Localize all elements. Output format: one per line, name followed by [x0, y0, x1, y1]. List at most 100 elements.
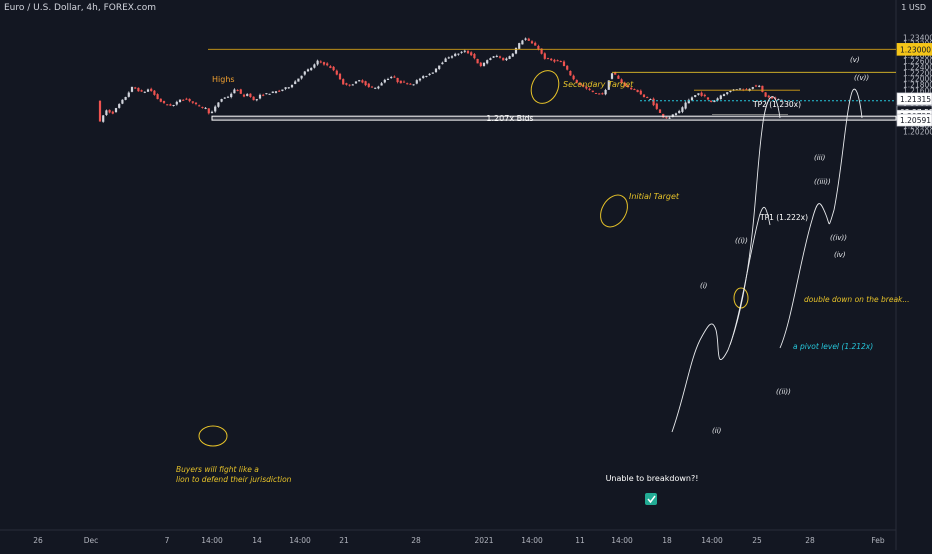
double-down-label: double down on the break... — [804, 295, 910, 304]
candle-body — [105, 110, 108, 116]
candle-body — [249, 93, 252, 97]
wave-label: (ii) — [712, 427, 722, 435]
candle-body — [98, 100, 102, 122]
x-tick-label: 14 — [252, 536, 262, 545]
projection-line-tp1 — [729, 206, 771, 346]
candle-body — [540, 48, 543, 54]
symbol-title: Euro / U.S. Dollar, 4h, FOREX.com — [4, 3, 157, 13]
candle-body — [514, 47, 518, 54]
candle-body — [758, 85, 761, 87]
candle-body — [210, 111, 214, 114]
candle-body — [274, 91, 278, 93]
x-tick-label: 26 — [33, 536, 43, 545]
candle-body — [719, 95, 722, 100]
candle-body — [428, 73, 431, 76]
x-tick-label: Feb — [871, 536, 885, 545]
candle-body — [665, 117, 668, 119]
x-tick-label: 21 — [339, 536, 349, 545]
y-tick-label: 1.22600 — [903, 57, 932, 66]
candle-body — [735, 89, 738, 91]
candle-body — [143, 91, 146, 93]
y-tick-label: 1.22200 — [903, 69, 932, 78]
candle-body — [316, 60, 319, 65]
candle-body — [358, 80, 361, 82]
candle-body — [521, 40, 524, 45]
candle-body — [412, 84, 415, 86]
candle-body — [150, 88, 153, 92]
candle-body — [220, 99, 223, 102]
check-mark-icon — [647, 495, 656, 504]
bids-zone — [211, 115, 897, 121]
candle-body — [470, 52, 473, 56]
candle-body — [559, 61, 562, 63]
candle-body — [690, 97, 694, 101]
candle-body — [204, 107, 207, 109]
candle-body — [406, 83, 409, 85]
candle-body — [700, 92, 703, 96]
secondary-target-ellipse — [530, 70, 560, 104]
candle-body — [614, 72, 617, 75]
candle-body — [258, 94, 262, 99]
currency-selector[interactable]: 1 USD — [901, 3, 926, 12]
candle-body — [527, 38, 530, 41]
projection-path — [671, 88, 863, 433]
candle-body — [198, 105, 201, 107]
candle-body — [457, 53, 460, 55]
candle-body — [354, 81, 358, 84]
candle-body — [466, 50, 470, 54]
candle-body — [761, 85, 764, 92]
candle-body — [351, 84, 354, 86]
candle-body — [102, 115, 105, 122]
candle-body — [191, 101, 194, 103]
candle-body — [703, 94, 706, 97]
candle-body — [172, 104, 175, 106]
initial-target-ellipse — [600, 194, 628, 228]
candle-body — [338, 73, 342, 80]
candle-body — [230, 93, 233, 98]
candle-body — [767, 95, 770, 98]
price-label-text: 1.21315 — [900, 95, 931, 104]
candle-body — [745, 89, 748, 91]
x-tick-label: 14:00 — [521, 536, 543, 545]
candle-body — [130, 86, 134, 92]
candle-body — [281, 89, 284, 91]
price-label-text: 1.23000 — [900, 45, 931, 54]
x-tick-label: 14:00 — [701, 536, 723, 545]
unable-breakdown-label: Unable to breakdown?! — [606, 474, 699, 483]
candle-body — [396, 77, 399, 83]
x-tick-label: 25 — [752, 536, 762, 545]
x-tick-label: Dec — [84, 536, 99, 545]
candle-body — [444, 58, 447, 63]
candle-body — [511, 53, 514, 57]
candle-body — [486, 60, 489, 64]
candle-body — [415, 80, 418, 84]
candle-body — [569, 70, 572, 76]
candle-body — [342, 79, 345, 85]
candle-body — [306, 69, 310, 72]
candle-body — [729, 90, 732, 92]
candle-body — [652, 98, 655, 106]
candle-body — [300, 75, 303, 79]
candle-body — [153, 90, 156, 95]
candle-body — [268, 93, 271, 95]
candle-body — [182, 99, 185, 101]
candle-body — [562, 61, 566, 67]
candle-body — [121, 99, 124, 104]
candle-body — [111, 111, 114, 114]
wave-label: ((ii)) — [776, 388, 791, 396]
candle-body — [207, 108, 210, 114]
candle-body — [508, 56, 511, 59]
candle-body — [502, 57, 505, 61]
candle-body — [447, 57, 450, 59]
x-tick-label: 14:00 — [289, 536, 311, 545]
x-tick-label: 14:00 — [611, 536, 633, 545]
highs-label: Highs — [212, 75, 235, 84]
wave-label: ((i)) — [735, 237, 748, 245]
candle-body — [585, 86, 588, 89]
x-tick-label: 14:00 — [201, 536, 223, 545]
candle-body — [287, 87, 290, 89]
candle-body — [655, 103, 658, 109]
candle-body — [566, 65, 569, 70]
